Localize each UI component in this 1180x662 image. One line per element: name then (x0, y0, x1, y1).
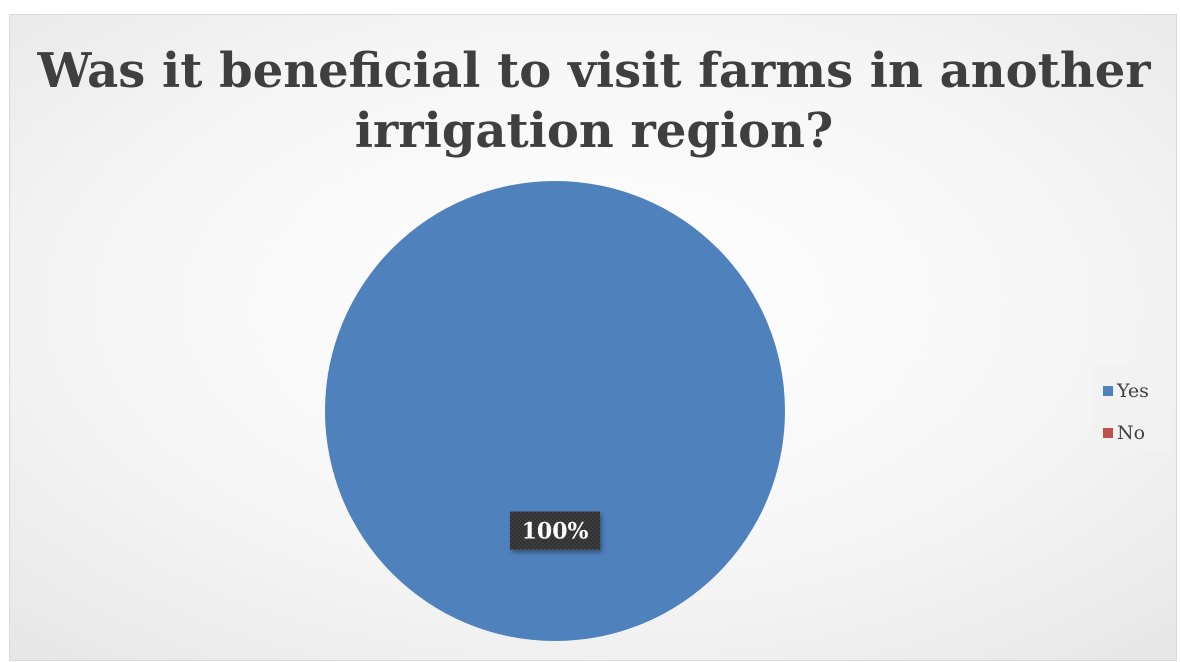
legend-swatch-yes (1103, 386, 1113, 396)
data-label-text: 100% (522, 519, 589, 545)
legend-item-no: No (1103, 421, 1145, 445)
legend-swatch-no (1103, 428, 1113, 438)
chart-title: Was it beneficial to visit farms in anot… (37, 43, 1151, 159)
legend-label-no: No (1117, 422, 1146, 444)
data-label-box (510, 511, 600, 550)
legend: Yes No (1093, 366, 1171, 454)
pie-slice-yes (325, 181, 785, 641)
legend-label-yes: Yes (1117, 380, 1149, 402)
data-label-yes: 100% (510, 511, 600, 550)
legend-item-yes: Yes (1103, 379, 1149, 403)
